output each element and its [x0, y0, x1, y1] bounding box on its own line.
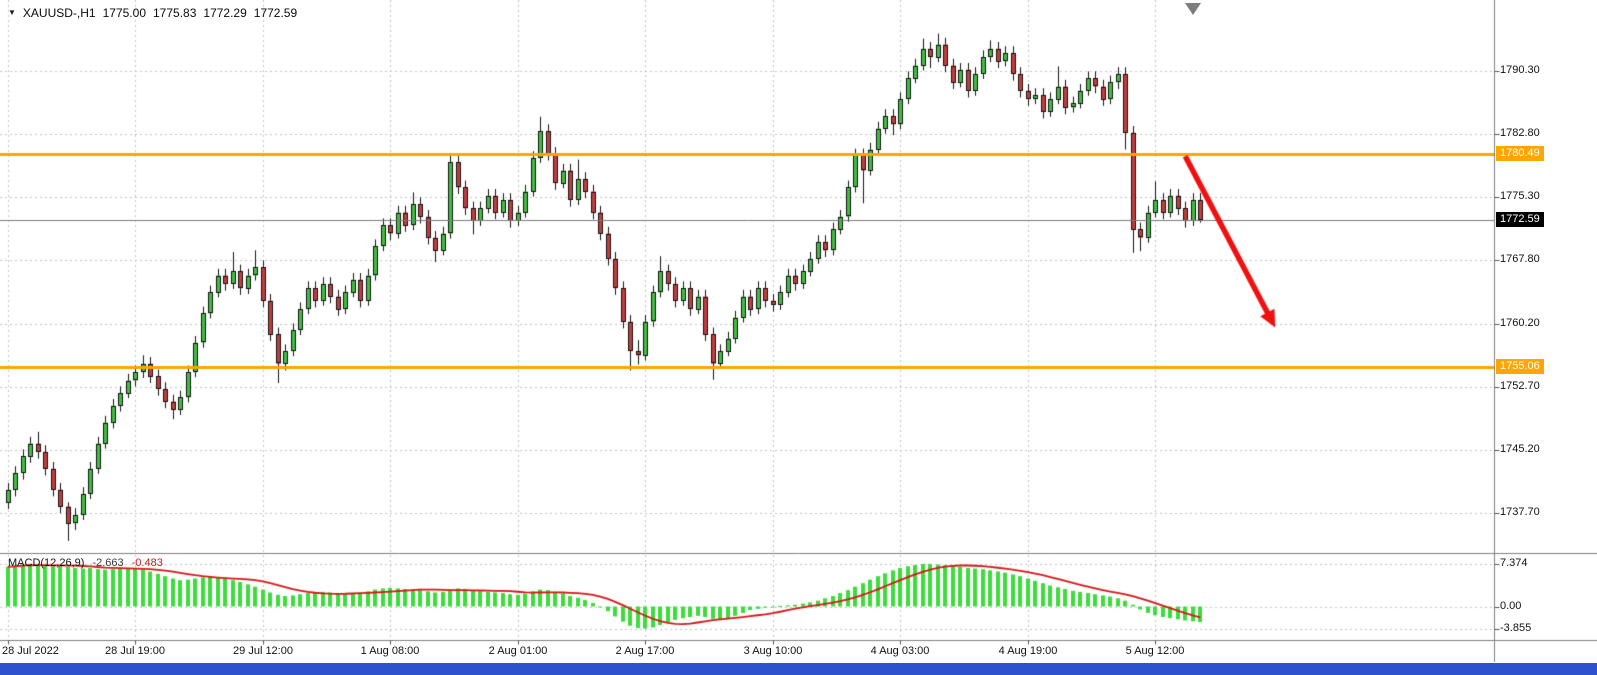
symbol-dropdown-icon[interactable]: ▼	[8, 8, 16, 17]
price-axis-tick: 1790.30	[1500, 64, 1540, 76]
date-axis-tick: 2 Aug 01:00	[488, 645, 548, 657]
date-axis-tick: 2 Aug 17:00	[615, 645, 675, 657]
price-axis-tick: 1760.20	[1500, 317, 1540, 329]
macd-signal-value: -0.483	[131, 557, 163, 569]
date-axis-tick: 4 Aug 19:00	[998, 645, 1058, 657]
macd-axis-tick: -3.855	[1500, 622, 1532, 634]
chart-header: ▼ XAUUSD-,H1 1775.00 1775.83 1772.29 177…	[8, 6, 297, 20]
ohlc-open-value: 1775.00	[102, 6, 146, 20]
date-axis-tick: 29 Jul 12:00	[233, 645, 293, 657]
price-axis-tick: 1752.70	[1500, 380, 1540, 392]
support-price-tag: 1755.06	[1496, 359, 1544, 374]
date-axis-tick: 4 Aug 03:00	[870, 645, 930, 657]
current-price-tag: 1772.59	[1496, 212, 1544, 227]
macd-indicator-label: MACD(12,26,9) -2.663 -0.483	[8, 557, 163, 569]
date-axis-tick: 5 Aug 12:00	[1125, 645, 1185, 657]
price-axis-tick: 1775.30	[1500, 190, 1540, 202]
macd-axis-tick: 0.00	[1500, 600, 1522, 612]
resistance-price-tag: 1780.49	[1496, 146, 1544, 161]
symbol-timeframe-label: XAUUSD-,H1	[22, 6, 96, 20]
date-axis-tick: 1 Aug 08:00	[360, 645, 420, 657]
price-axis-tick: 1745.20	[1500, 443, 1540, 455]
ohlc-low-value: 1772.29	[203, 6, 247, 20]
date-axis-tick: 28 Jul 2022	[2, 645, 59, 657]
macd-axis-tick: 7.374	[1500, 557, 1528, 569]
macd-main-value: -2.663	[92, 557, 124, 569]
ohlc-close-value: 1772.59	[253, 6, 298, 20]
ohlc-high-value: 1775.83	[153, 6, 197, 20]
date-axis-tick: 3 Aug 10:00	[743, 645, 803, 657]
price-axis-tick: 1782.80	[1500, 127, 1540, 139]
price-axis-tick: 1737.70	[1500, 506, 1540, 518]
macd-name: MACD(12,26,9)	[8, 557, 85, 569]
price-axis-tick: 1767.80	[1500, 253, 1540, 265]
date-axis-tick: 28 Jul 19:00	[105, 645, 165, 657]
window-bottom-border	[0, 663, 1597, 675]
chart-shift-marker-icon[interactable]	[1185, 3, 1201, 15]
